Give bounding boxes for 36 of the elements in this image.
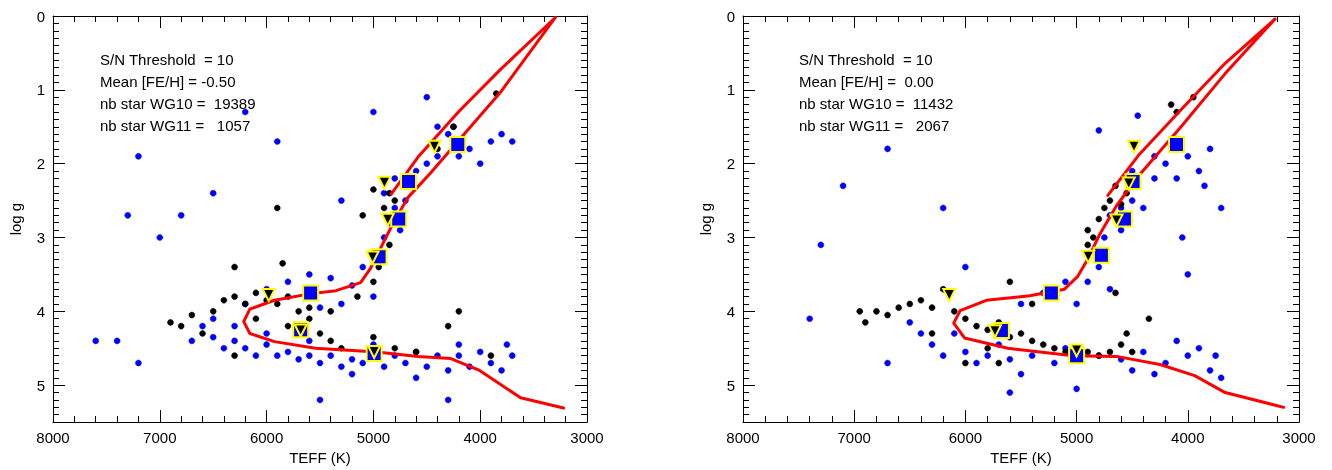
x-tick-label: 5000 [356,429,391,447]
y-tick-label: 2 [36,155,45,173]
y-tick-label: 4 [726,302,735,320]
annotation: nb star WG11 = 2067 [799,117,950,134]
y-tick-label: 3 [726,229,735,247]
y-tick-label: 1 [36,81,45,99]
y-axis-title: log g [697,202,714,236]
x-tick-label: 7000 [837,429,871,447]
x-tick-label: 8000 [36,429,70,447]
x-tick-label: 3000 [570,429,604,447]
y-tick-label: 3 [36,229,45,247]
y-tick-label: 4 [36,302,45,320]
annotation: nb star WG11 = 1057 [100,117,251,134]
annotation: S/N Threshold = 10 [799,51,933,68]
x-axis-title: TEFF (K) [289,449,351,466]
x-tick-label: 8000 [726,429,760,447]
annotation: Mean [FE/H] = 0.00 [799,73,934,90]
y-tick-label: 5 [726,376,735,394]
annotation: Mean [FE/H] = -0.50 [100,73,236,90]
y-tick-label: 0 [36,7,45,25]
x-tick-label: 3000 [1282,429,1316,447]
x-tick-label: 6000 [249,429,284,447]
y-tick-label: 0 [726,7,735,25]
annotation: nb star WG10 = 19389 [100,95,256,112]
x-axis-title: TEFF (K) [990,449,1052,466]
x-tick-label: 6000 [948,429,983,447]
x-tick-label: 7000 [143,429,177,447]
x-tick-label: 4000 [463,429,497,447]
y-tick-label: 2 [726,155,735,173]
annotation: nb star WG10 = 11432 [799,95,954,112]
x-tick-label: 5000 [1059,429,1094,447]
x-tick-label: 4000 [1171,429,1205,447]
y-tick-label: 5 [36,376,45,394]
y-axis-title: log g [7,202,24,236]
annotation: S/N Threshold = 10 [100,51,234,68]
y-tick-label: 1 [726,81,735,99]
